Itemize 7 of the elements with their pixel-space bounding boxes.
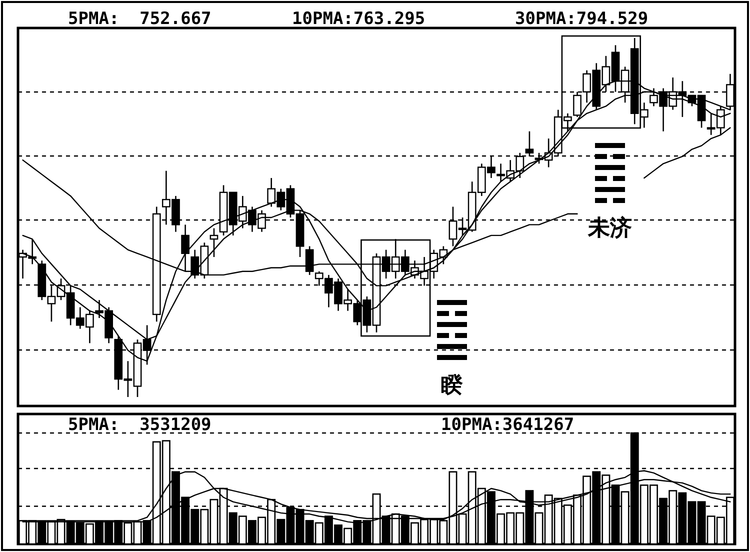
annotation: 睽 [441,373,464,398]
annotation: 未济 [587,215,632,241]
text: 30PMA:794.529 [515,9,648,29]
text: 10PMA:763.295 [292,9,426,29]
annotation: 5PMA: 3531209 [68,415,212,435]
text: 5PMA: 752.667 [68,9,212,29]
annotation: 10PMA:3641267 [441,415,574,435]
